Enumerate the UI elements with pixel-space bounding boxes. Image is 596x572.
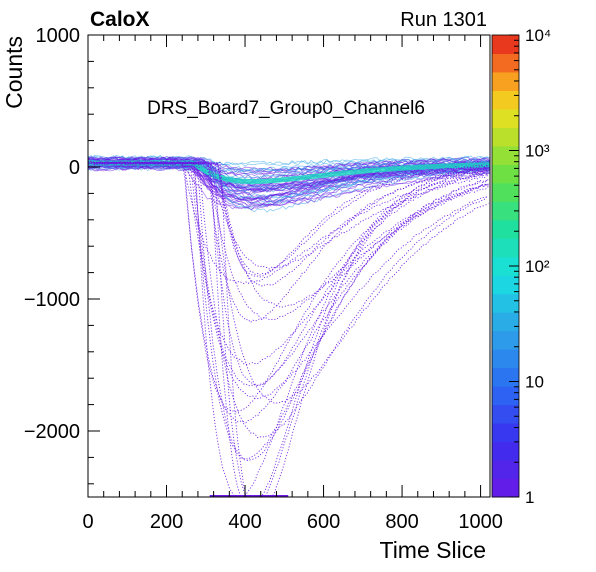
waveform-trace-large — [88, 161, 489, 276]
x-tick-label: 0 — [82, 511, 93, 533]
x-tick-label: 800 — [385, 511, 418, 533]
color-bin — [492, 201, 519, 221]
z-tick-label: 10² — [525, 257, 550, 276]
color-scale-bar — [491, 34, 520, 498]
z-tick-label: 1 — [525, 488, 534, 507]
waveform-trace-large — [88, 161, 489, 308]
waveform-trace — [88, 166, 490, 213]
waveform-trace-large — [88, 161, 489, 497]
waveform-trace-large — [88, 161, 489, 497]
y-tick-label: −2000 — [24, 421, 80, 443]
color-bin — [492, 404, 519, 424]
y-tick-label: 1000 — [36, 25, 81, 47]
color-bin — [492, 478, 519, 498]
run-label: Run 1301 — [400, 9, 487, 31]
x-tick-label: 1000 — [458, 511, 503, 533]
color-bin — [492, 71, 519, 91]
waveform-trace-large — [88, 161, 489, 424]
color-bin — [492, 441, 519, 461]
color-bin — [492, 275, 519, 295]
color-bin — [492, 330, 519, 350]
waveform-trace — [88, 159, 490, 192]
z-tick-label: 10 — [525, 373, 544, 392]
color-bin — [492, 367, 519, 387]
z-tick-label: 10⁴ — [525, 26, 551, 45]
color-bin — [492, 127, 519, 147]
chart-title: DRS_Board7_Group0_Channel6 — [147, 98, 425, 119]
waveform-trace-large — [88, 161, 489, 287]
waveform-trace-large — [88, 161, 489, 321]
color-bin — [492, 182, 519, 202]
color-bin — [492, 312, 519, 332]
x-tick-label: 400 — [228, 511, 261, 533]
x-axis-title: Time Slice — [380, 537, 487, 563]
color-bin — [492, 460, 519, 480]
y-tick-label: 0 — [69, 157, 80, 179]
color-bin — [492, 108, 519, 128]
color-bin — [492, 386, 519, 406]
color-bin — [492, 90, 519, 110]
plot-area — [88, 35, 490, 497]
color-bin — [492, 293, 519, 313]
waveform-traces — [88, 154, 490, 497]
color-bin — [492, 219, 519, 239]
waveform-trace — [88, 164, 490, 196]
waveform-trace-large — [88, 161, 489, 270]
z-tick-label: 10³ — [525, 142, 550, 161]
experiment-label: CaloX — [90, 8, 150, 31]
waveform-trace-large — [88, 161, 489, 278]
waveform-trace-large — [88, 161, 489, 387]
y-axis: −2000 −1000 0 1000 — [24, 25, 100, 485]
y-axis-title: Counts — [1, 36, 27, 109]
color-bin — [492, 256, 519, 276]
color-bin — [492, 35, 519, 54]
color-bin — [492, 238, 519, 258]
color-bin — [492, 349, 519, 369]
y-tick-label: −1000 — [24, 289, 80, 311]
color-scale-axis: 1 10 10² 10³ 10⁴ — [509, 26, 551, 507]
x-tick-label: 600 — [307, 511, 340, 533]
plot-frame — [87, 34, 491, 498]
x-tick-label: 200 — [150, 511, 183, 533]
color-bin — [492, 164, 519, 184]
color-bin — [492, 53, 519, 73]
color-bin — [492, 423, 519, 443]
x-axis: 0 200 400 600 800 1000 — [82, 35, 503, 533]
